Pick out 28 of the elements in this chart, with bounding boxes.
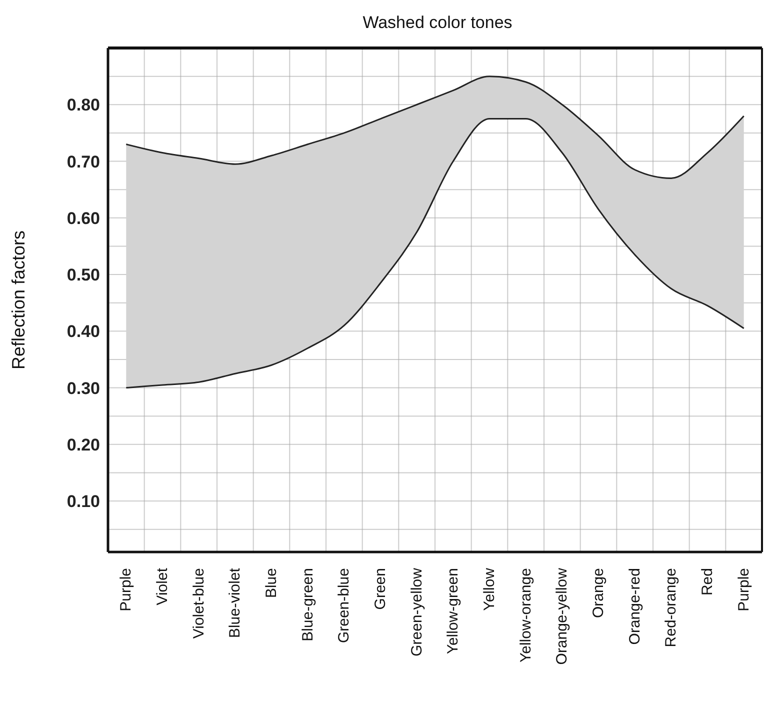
- x-tick-label: Yellow-orange: [517, 568, 534, 663]
- y-tick-label: 0.70: [66, 152, 100, 172]
- x-tick-label: Red: [699, 568, 716, 596]
- x-tick-label: Blue-green: [299, 568, 316, 642]
- y-tick-label: 0.20: [66, 435, 100, 454]
- x-tick-label: Blue-violet: [226, 567, 244, 638]
- y-axis-title: Reflection factors: [8, 230, 28, 370]
- x-tick-label: Green-yellow: [408, 568, 426, 656]
- x-tick-label: Purple: [118, 568, 135, 612]
- y-tick-label: 0.60: [66, 208, 100, 228]
- y-tick-label: 0.10: [66, 492, 100, 512]
- x-tick-label: Green-blue: [336, 568, 353, 644]
- x-tick-label: Violet-blue: [190, 568, 208, 639]
- chart-title: Washed color tones: [362, 12, 514, 34]
- y-tick-label: 0.40: [66, 322, 100, 342]
- x-tick-label: Green: [372, 568, 389, 610]
- y-tick-label: 0.50: [66, 266, 100, 285]
- y-tick-label: 0.80: [66, 96, 100, 115]
- x-tick-label: Orange: [590, 568, 607, 618]
- x-tick-label: Orange-red: [626, 568, 644, 645]
- x-tick-label: Red-orange: [662, 568, 680, 648]
- x-tick-label: Purple: [735, 568, 752, 612]
- x-tick-label: Orange-yellow: [554, 568, 571, 665]
- x-tick-label: Yellow-green: [444, 568, 462, 654]
- x-tick-label: Blue: [263, 568, 280, 598]
- x-tick-label: Yellow: [481, 568, 498, 611]
- x-tick-label: Violet: [154, 567, 171, 606]
- y-tick-label: 0.30: [66, 378, 100, 398]
